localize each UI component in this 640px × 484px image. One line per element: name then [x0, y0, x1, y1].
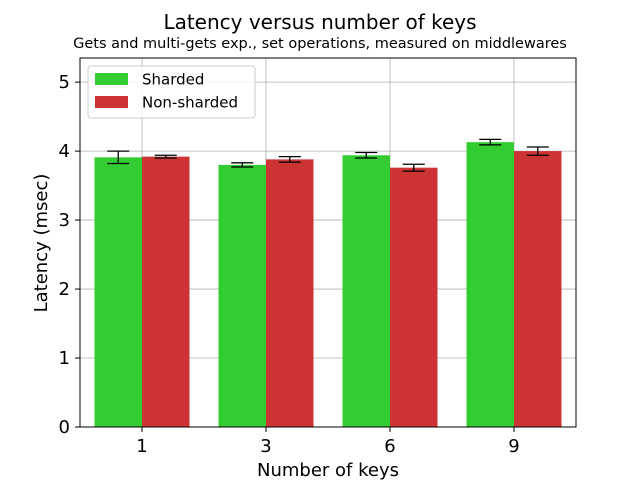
bar-sharded: [342, 155, 390, 427]
y-tick-label: 1: [59, 348, 70, 369]
y-tick-label: 4: [59, 141, 70, 162]
bar-sharded: [466, 142, 514, 427]
bar-non-sharded: [390, 167, 438, 428]
bars: [94, 142, 562, 428]
error-bars: [107, 138, 549, 172]
x-tick-label: 6: [384, 436, 395, 457]
bar-sharded: [218, 164, 266, 427]
y-tick-label: 0: [59, 417, 70, 438]
x-axis-label: Number of keys: [257, 460, 399, 480]
bar-sharded: [94, 157, 142, 427]
legend-label: Non-sharded: [142, 94, 238, 112]
y-tick-label: 3: [59, 210, 70, 231]
legend: Sharded Non-sharded: [87, 65, 256, 119]
chart-title: Latency versus number of keys: [163, 10, 476, 34]
plot-frame: [79, 57, 577, 428]
x-tick-label: 9: [508, 436, 519, 457]
x-tick-label: 1: [136, 436, 147, 457]
bar-non-sharded: [514, 151, 562, 427]
legend-swatch: [95, 73, 128, 85]
legend-box: [87, 65, 256, 119]
bar-non-sharded: [142, 156, 190, 427]
bar-non-sharded: [266, 159, 314, 427]
y-axis-label: Latency (msec): [31, 174, 52, 313]
legend-label: Sharded: [142, 71, 204, 89]
y-tick-label: 5: [59, 72, 70, 93]
legend-swatch: [95, 96, 128, 108]
x-axis: 1 3 6 9: [136, 427, 520, 457]
x-tick-label: 3: [260, 436, 271, 457]
chart-subtitle: Gets and multi-gets exp., set operations…: [73, 36, 567, 52]
y-axis: 0 1 2 3 4 5: [59, 72, 80, 438]
y-tick-label: 2: [59, 279, 70, 300]
